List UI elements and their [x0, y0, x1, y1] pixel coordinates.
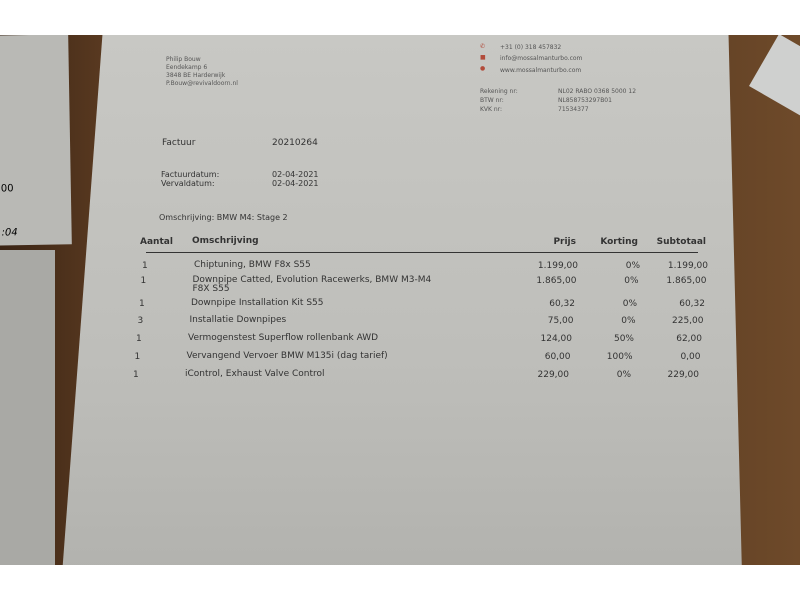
- cell-prijs: 124,00: [540, 334, 573, 344]
- header-korting: Korting: [600, 237, 638, 247]
- table-row: 3 Installatie Downpipes 75,00 0% 225,00: [138, 316, 704, 330]
- header-omschrijving: Omschrijving: [192, 236, 259, 246]
- web-icon: ●: [480, 65, 486, 72]
- cell-omschrijving: Vermogenstest Superflow rollenbank AWD: [188, 333, 379, 343]
- btw-value: NL858753297B01: [558, 97, 612, 104]
- cell-prijs: 1.199,00: [537, 261, 578, 271]
- cell-subtotaal: 1.865,00: [666, 276, 707, 286]
- cell-subtotaal: 0,00: [680, 352, 701, 362]
- cell-korting: 50%: [613, 334, 634, 344]
- cell-prijs: 229,00: [537, 370, 570, 380]
- table-row: 1 iControl, Exhaust Valve Control 229,00 0%…: [133, 370, 699, 384]
- fragment-text: :04: [1, 227, 18, 239]
- cell-subtotaal: 225,00: [672, 316, 704, 326]
- cell-aantal: 1: [139, 299, 145, 309]
- table-header: Aantal Omschrijving Prijs Korting Subtot…: [140, 237, 706, 251]
- sender-email: P.Bouw@revivaldoorn.nl: [166, 80, 238, 87]
- photo: 00 :04 Philip Bouw Eendekamp 6 3848 BE H…: [0, 35, 800, 565]
- company-email: info@mossalmanturbo.com: [500, 55, 583, 62]
- header-divider: [146, 252, 698, 253]
- cell-aantal: 1: [133, 370, 139, 380]
- company-web: www.mossalmanturbo.com: [500, 67, 582, 74]
- table-row: 1 Downpipe Catted, Evolution Racewerks, B…: [140, 276, 707, 294]
- invoice-description: Omschrijving: BMW M4: Stage 2: [159, 213, 288, 222]
- cell-omschrijving: Vervangend Vervoer BMW M135i (dag tarief…: [186, 351, 388, 361]
- background-paper: [0, 250, 55, 565]
- cell-subtotaal: 60,32: [679, 299, 705, 309]
- fragment-text: 00: [0, 183, 14, 195]
- table-row: 1 Vermogenstest Superflow rollenbank AWD 1…: [136, 334, 702, 348]
- sender-name: Philip Bouw: [166, 56, 201, 63]
- cell-aantal: 1: [142, 261, 148, 271]
- cell-subtotaal: 62,00: [676, 334, 702, 344]
- cell-korting: 0%: [625, 261, 640, 271]
- cell-omschrijving: Installatie Downpipes: [189, 315, 287, 325]
- due-date-label: Vervaldatum:: [161, 179, 215, 188]
- cell-korting: 0%: [621, 316, 636, 326]
- kvk-value: 71534377: [558, 106, 589, 113]
- header-prijs: Prijs: [553, 237, 576, 247]
- company-phone: +31 (0) 318 457832: [500, 44, 562, 51]
- cell-subtotaal: 1.199,00: [667, 261, 708, 271]
- cell-prijs: 60,00: [544, 352, 571, 362]
- cell-korting: 0%: [622, 299, 637, 309]
- table-row: 1 Downpipe Installation Kit S55 60,32 0% 60,…: [139, 299, 705, 313]
- header-subtotaal: Subtotaal: [656, 237, 706, 247]
- invoice-date: 02-04-2021: [272, 170, 319, 179]
- cell-korting: 0%: [616, 370, 631, 380]
- sender-street: Eendekamp 6: [166, 64, 208, 71]
- cell-prijs: 75,00: [547, 316, 574, 326]
- cell-aantal: 1: [136, 334, 142, 344]
- cell-prijs: 1.865,00: [536, 276, 577, 286]
- cell-aantal: 1: [140, 276, 147, 286]
- kvk-label: KVK nr:: [480, 106, 503, 113]
- cell-korting: 100%: [606, 352, 633, 362]
- cell-prijs: 60,32: [549, 299, 575, 309]
- header-aantal: Aantal: [140, 237, 173, 247]
- mail-icon: ■: [480, 54, 486, 61]
- invoice-document: Philip Bouw Eendekamp 6 3848 BE Harderwi…: [62, 35, 742, 565]
- cell-aantal: 3: [137, 316, 144, 326]
- rekening-value: NL02 RABO 0368 5000 12: [558, 88, 637, 95]
- sender-city: 3848 BE Harderwijk: [166, 72, 226, 79]
- btw-label: BTW nr:: [480, 97, 504, 104]
- phone-icon: ✆: [480, 43, 486, 50]
- invoice-number: 20210264: [272, 138, 318, 148]
- rekening-label: Rekening nr:: [480, 88, 518, 95]
- cell-omschrijving: Downpipe Installation Kit S55: [191, 298, 324, 308]
- table-row: 1 Chiptuning, BMW F8x S55 1.199,00 0% 1.199,…: [142, 261, 708, 275]
- cell-omschrijving: iControl, Exhaust Valve Control: [185, 369, 325, 379]
- due-date: 02-04-2021: [272, 179, 319, 188]
- cell-aantal: 1: [134, 352, 141, 362]
- cell-subtotaal: 229,00: [667, 370, 700, 380]
- cell-omschrijving: Chiptuning, BMW F8x S55: [194, 260, 311, 270]
- invoice-date-label: Factuurdatum:: [161, 170, 220, 179]
- background-paper: 00 :04: [0, 35, 72, 246]
- table-row: 1 Vervangend Vervoer BMW M135i (dag tarie…: [135, 352, 701, 366]
- cell-omschrijving: Downpipe Catted, Evolution Racewerks, BM…: [192, 275, 432, 294]
- background-object: [749, 35, 800, 116]
- invoice-label: Factuur: [162, 138, 196, 148]
- cell-korting: 0%: [624, 276, 639, 286]
